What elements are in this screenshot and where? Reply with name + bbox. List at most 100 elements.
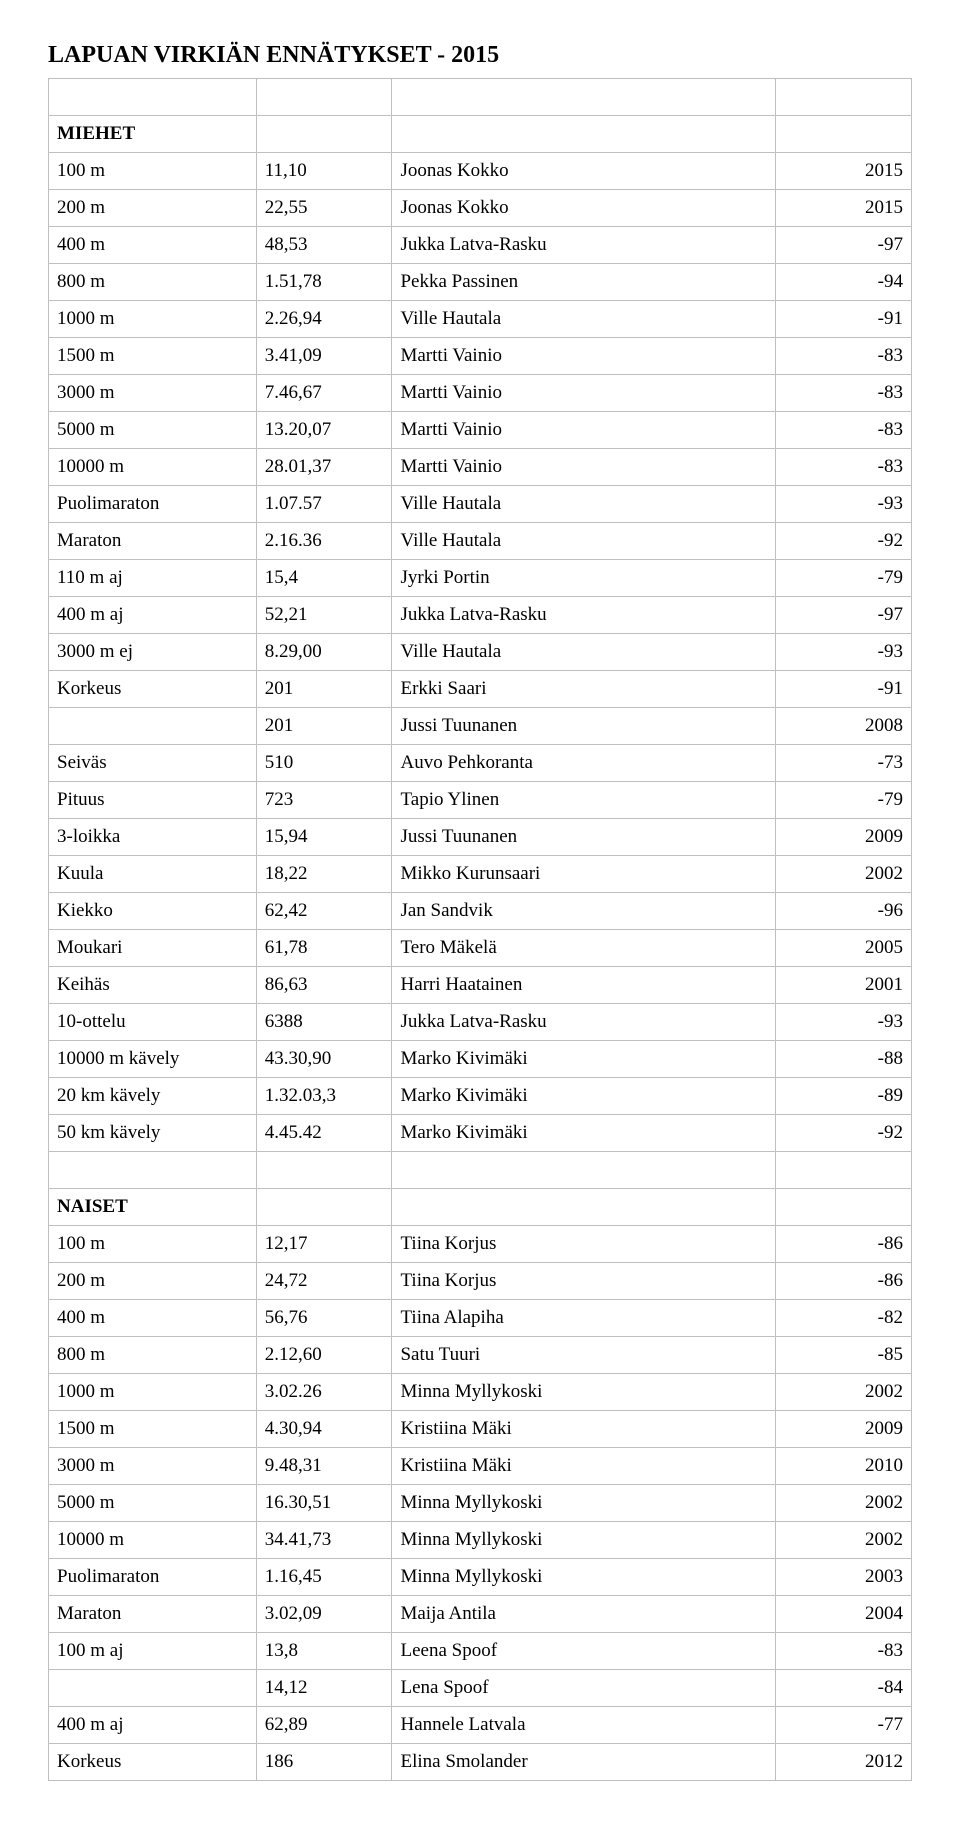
name-cell: Elina Smolander (392, 1744, 776, 1781)
value-cell: 86,63 (256, 967, 392, 1004)
event-cell: Maraton (49, 523, 257, 560)
year-cell: -83 (776, 449, 912, 486)
event-cell: 50 km kävely (49, 1115, 257, 1152)
table-row: Keihäs86,63Harri Haatainen2001 (49, 967, 912, 1004)
records-table: MIEHET100 m11,10Joonas Kokko2015200 m22,… (48, 78, 912, 1781)
value-cell: 62,42 (256, 893, 392, 930)
year-cell: -93 (776, 486, 912, 523)
year-cell: -86 (776, 1226, 912, 1263)
value-cell: 2.26,94 (256, 301, 392, 338)
value-cell: 1.32.03,3 (256, 1078, 392, 1115)
event-cell: 1000 m (49, 301, 257, 338)
event-cell: Keihäs (49, 967, 257, 1004)
empty-cell (49, 79, 257, 116)
year-cell: 2003 (776, 1559, 912, 1596)
table-row: Puolimaraton1.07.57Ville Hautala-93 (49, 486, 912, 523)
event-cell: Pituus (49, 782, 257, 819)
table-row: Kiekko62,42Jan Sandvik-96 (49, 893, 912, 930)
event-cell (49, 708, 257, 745)
value-cell: 61,78 (256, 930, 392, 967)
event-cell: 200 m (49, 1263, 257, 1300)
value-cell: 16.30,51 (256, 1485, 392, 1522)
event-cell: 3-loikka (49, 819, 257, 856)
table-row: 200 m24,72Tiina Korjus-86 (49, 1263, 912, 1300)
event-cell: 10000 m (49, 1522, 257, 1559)
table-row: 100 m12,17Tiina Korjus-86 (49, 1226, 912, 1263)
value-cell: 52,21 (256, 597, 392, 634)
year-cell: 2002 (776, 1374, 912, 1411)
table-row: 110 m aj15,4Jyrki Portin-79 (49, 560, 912, 597)
table-row: 400 m56,76Tiina Alapiha-82 (49, 1300, 912, 1337)
year-cell: -83 (776, 1633, 912, 1670)
name-cell: Jussi Tuunanen (392, 819, 776, 856)
table-row: 3000 m ej8.29,00Ville Hautala-93 (49, 634, 912, 671)
year-cell: 2015 (776, 190, 912, 227)
value-cell: 14,12 (256, 1670, 392, 1707)
table-row: 400 m aj62,89Hannele Latvala-77 (49, 1707, 912, 1744)
spacer-row (49, 79, 912, 116)
table-row: Moukari61,78Tero Mäkelä2005 (49, 930, 912, 967)
name-cell: Hannele Latvala (392, 1707, 776, 1744)
value-cell: 201 (256, 671, 392, 708)
year-cell: -79 (776, 782, 912, 819)
value-cell: 22,55 (256, 190, 392, 227)
empty-cell (776, 1152, 912, 1189)
value-cell: 13,8 (256, 1633, 392, 1670)
value-cell: 7.46,67 (256, 375, 392, 412)
value-cell: 3.02,09 (256, 1596, 392, 1633)
year-cell: 2008 (776, 708, 912, 745)
value-cell: 34.41,73 (256, 1522, 392, 1559)
event-cell: Korkeus (49, 1744, 257, 1781)
name-cell: Marko Kivimäki (392, 1078, 776, 1115)
empty-cell (256, 1152, 392, 1189)
event-cell: 1500 m (49, 1411, 257, 1448)
event-cell: 10000 m (49, 449, 257, 486)
table-row: 800 m1.51,78Pekka Passinen-94 (49, 264, 912, 301)
year-cell: 2005 (776, 930, 912, 967)
empty-cell (776, 116, 912, 153)
year-cell: 2012 (776, 1744, 912, 1781)
table-row: 800 m2.12,60Satu Tuuri-85 (49, 1337, 912, 1374)
year-cell: 2002 (776, 1522, 912, 1559)
name-cell: Minna Myllykoski (392, 1374, 776, 1411)
year-cell: -93 (776, 634, 912, 671)
table-row: 50 km kävely4.45.42Marko Kivimäki-92 (49, 1115, 912, 1152)
event-cell: 3000 m (49, 1448, 257, 1485)
name-cell: Tiina Korjus (392, 1263, 776, 1300)
table-row: Puolimaraton1.16,45Minna Myllykoski2003 (49, 1559, 912, 1596)
value-cell: 1.51,78 (256, 264, 392, 301)
name-cell: Minna Myllykoski (392, 1559, 776, 1596)
year-cell: 2002 (776, 856, 912, 893)
value-cell: 1.07.57 (256, 486, 392, 523)
empty-cell (256, 79, 392, 116)
name-cell: Jyrki Portin (392, 560, 776, 597)
year-cell: -91 (776, 301, 912, 338)
table-row: 100 m11,10Joonas Kokko2015 (49, 153, 912, 190)
name-cell: Pekka Passinen (392, 264, 776, 301)
year-cell: -86 (776, 1263, 912, 1300)
name-cell: Kristiina Mäki (392, 1411, 776, 1448)
value-cell: 12,17 (256, 1226, 392, 1263)
event-cell: Moukari (49, 930, 257, 967)
year-cell: 2001 (776, 967, 912, 1004)
table-row: Korkeus186Elina Smolander2012 (49, 1744, 912, 1781)
year-cell: 2009 (776, 819, 912, 856)
value-cell: 186 (256, 1744, 392, 1781)
year-cell: -77 (776, 1707, 912, 1744)
name-cell: Marko Kivimäki (392, 1115, 776, 1152)
year-cell: -89 (776, 1078, 912, 1115)
year-cell: -88 (776, 1041, 912, 1078)
year-cell: -96 (776, 893, 912, 930)
table-row: Korkeus201Erkki Saari-91 (49, 671, 912, 708)
table-row: 10-ottelu6388Jukka Latva-Rasku-93 (49, 1004, 912, 1041)
empty-cell (256, 1189, 392, 1226)
value-cell: 510 (256, 745, 392, 782)
year-cell: -97 (776, 597, 912, 634)
table-row: 3000 m9.48,31Kristiina Mäki2010 (49, 1448, 912, 1485)
table-row: 14,12Lena Spoof-84 (49, 1670, 912, 1707)
name-cell: Auvo Pehkoranta (392, 745, 776, 782)
event-cell: 110 m aj (49, 560, 257, 597)
value-cell: 1.16,45 (256, 1559, 392, 1596)
year-cell: 2010 (776, 1448, 912, 1485)
name-cell: Jukka Latva-Rasku (392, 597, 776, 634)
